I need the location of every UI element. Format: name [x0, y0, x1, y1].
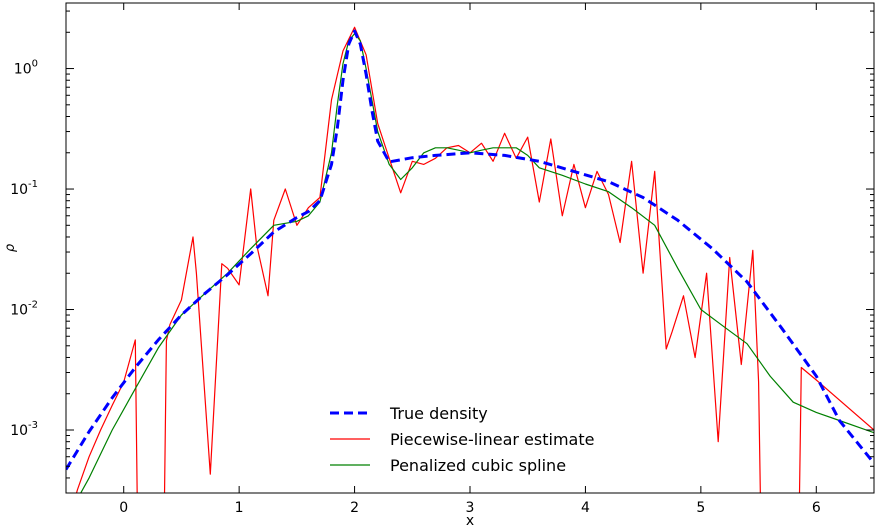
x-tick-label: 2 — [350, 500, 359, 516]
x-tick-label: 0 — [119, 500, 128, 516]
x-tick-label: 1 — [235, 500, 244, 516]
legend-label-true-density: True density — [389, 404, 488, 423]
series-line-piecewise-linear-estimate — [75, 26, 874, 493]
x-axis-label: x — [466, 513, 474, 527]
y-axis-label: ρ — [3, 243, 18, 252]
x-tick-label: 3 — [466, 500, 475, 516]
y-tick-label: 10-1 — [10, 179, 38, 198]
y-tick-label: 10-3 — [10, 420, 38, 439]
y-tick-label: 100 — [14, 59, 38, 78]
series-line-true-density — [66, 29, 874, 471]
x-tick-label: 4 — [581, 500, 590, 516]
axis-ticks: 0 1 2 3 4 5 6 10-3 10-2 10-1 100 — [10, 3, 874, 516]
x-tick-label: 6 — [812, 500, 821, 516]
legend-label-piecewise-linear-estimate: Piecewise-linear estimate — [390, 430, 594, 449]
y-tick-label: 10-2 — [10, 300, 38, 319]
x-tick-label: 5 — [696, 500, 705, 516]
data-series-layer — [66, 26, 874, 493]
legend-label-penalized-cubic-spline: Penalized cubic spline — [390, 456, 566, 475]
legend: True density Piecewise-linear estimate Pen… — [330, 404, 594, 475]
series-line-penalized-cubic-spline — [80, 33, 874, 493]
